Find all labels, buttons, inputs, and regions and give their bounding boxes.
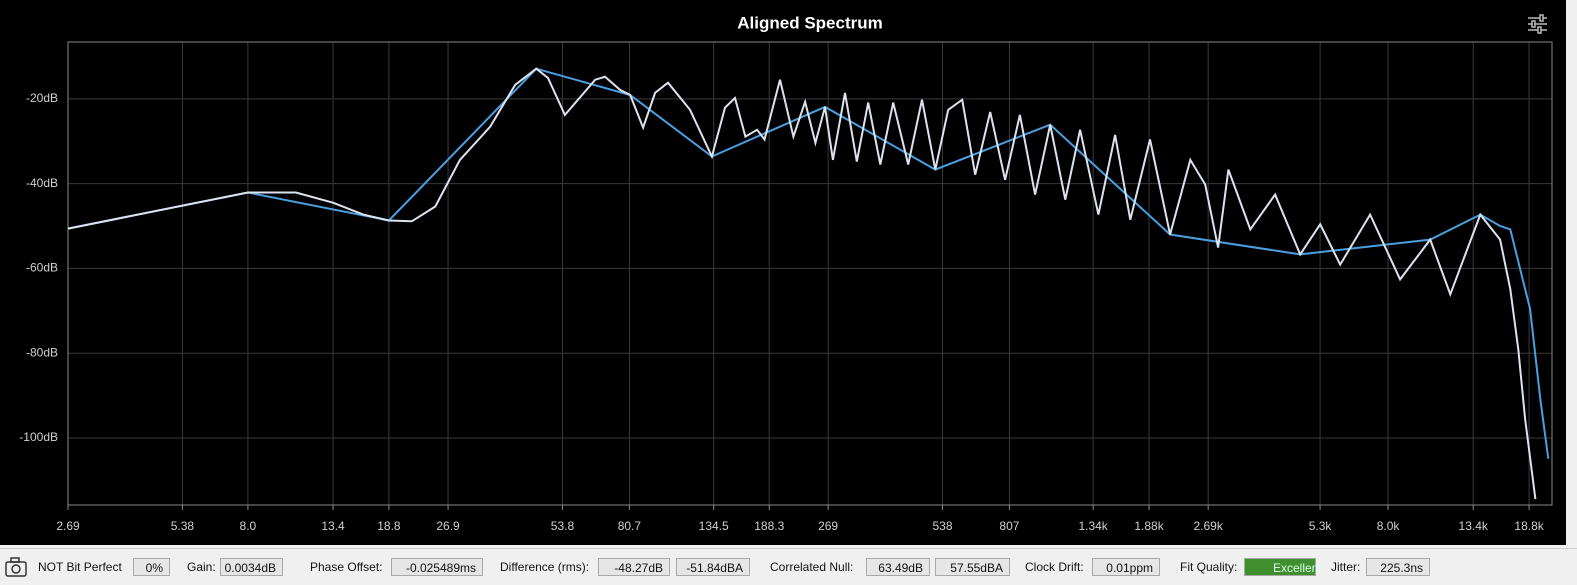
y-tick-label: -80dB — [26, 345, 58, 359]
x-tick-label: 18.8k — [1514, 519, 1544, 533]
status-label: Gain: — [187, 560, 216, 574]
x-tick-label: 13.4 — [321, 519, 345, 533]
x-tick-label: 269 — [818, 519, 838, 533]
x-tick-label: 134.5 — [699, 519, 729, 533]
x-tick-label: 1.34k — [1078, 519, 1108, 533]
status-value: -51.84dBA — [676, 558, 750, 576]
spectrum-line — [67, 67, 1550, 459]
status-value: -0.025489ms — [391, 558, 483, 576]
x-tick-label: 8.0k — [1377, 519, 1401, 533]
spectrum-line — [67, 67, 1537, 500]
status-value: -48.27dB — [598, 558, 670, 576]
x-tick-label: 1.88k — [1134, 519, 1164, 533]
chart: Aligned Spectrum -20dB -40dB -60dB -80dB -10… — [0, 0, 1566, 545]
y-tick-label: -20dB — [26, 91, 58, 105]
status-value: 63.49dB — [866, 558, 930, 576]
status-value: 0% — [133, 558, 170, 576]
status-value: 225.3ns — [1366, 558, 1430, 576]
status-label: Phase Offset: — [310, 560, 383, 574]
status-label: NOT Bit Perfect — [38, 560, 122, 574]
x-tick-label: 2.69 — [56, 519, 80, 533]
x-tick-label: 5.3k — [1309, 519, 1333, 533]
x-tick-label: 5.38 — [171, 519, 195, 533]
y-tick-label: -40dB — [26, 176, 58, 190]
status-value: Excellent — [1244, 558, 1322, 576]
status-bar: NOT Bit Perfect 0% Gain: 0.0034dB Phase Offs… — [0, 548, 1577, 585]
x-tick-label: 13.4k — [1459, 519, 1489, 533]
x-tick-label: 26.9 — [436, 519, 460, 533]
status-label: Jitter: — [1331, 560, 1361, 574]
x-tick-label: 53.8 — [551, 519, 575, 533]
x-tick-label: 538 — [933, 519, 953, 533]
plot-frame — [67, 41, 1553, 506]
x-tick-label: 2.69k — [1193, 519, 1223, 533]
status-label: Difference (rms): — [500, 560, 590, 574]
status-label: Correlated Null: — [770, 560, 854, 574]
y-tick-label: -60dB — [26, 261, 58, 275]
x-tick-label: 18.8 — [377, 519, 401, 533]
status-value: 57.55dBA — [935, 558, 1010, 576]
settings-icon[interactable] — [1528, 14, 1547, 34]
chart-title: Aligned Spectrum — [737, 13, 882, 32]
x-tick-label: 80.7 — [618, 519, 642, 533]
x-tick-label: 807 — [999, 519, 1019, 533]
status-label: Clock Drift: — [1025, 560, 1084, 574]
status-value: 0.01ppm — [1092, 558, 1160, 576]
status-label: Fit Quality: — [1180, 560, 1238, 574]
y-tick-label: -100dB — [19, 430, 58, 444]
status-value: 0.0034dB — [220, 558, 283, 576]
camera-icon[interactable] — [4, 554, 30, 580]
x-tick-label: 8.0 — [240, 519, 257, 533]
x-tick-label: 188.3 — [754, 519, 784, 533]
